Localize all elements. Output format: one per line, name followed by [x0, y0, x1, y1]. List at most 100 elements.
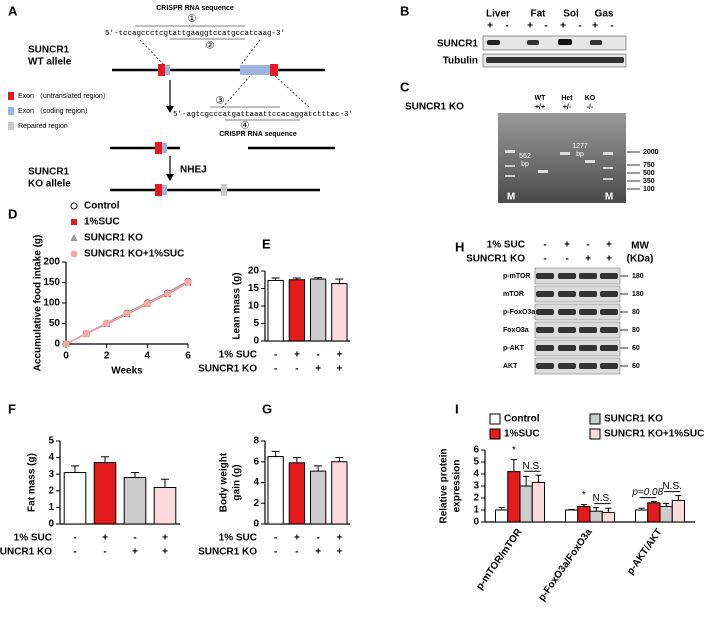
sign: -: [274, 350, 277, 361]
legend-text: SUNCR1 KO: [604, 414, 663, 425]
band: [536, 327, 554, 333]
marker: [184, 278, 192, 286]
band: [536, 291, 554, 297]
band: [600, 327, 618, 333]
legend-swatch: [489, 428, 501, 440]
bar: [93, 462, 117, 525]
sign: +: [336, 364, 342, 375]
y-tick-label: 0: [54, 339, 60, 350]
bar: [565, 509, 579, 523]
y-axis-label: gain (g): [232, 464, 243, 500]
sign: -: [73, 547, 76, 558]
site-number: ②: [206, 41, 215, 52]
bar: [577, 505, 591, 523]
blot-label: AKT: [503, 363, 518, 370]
annotation: N.S.: [593, 493, 612, 504]
band: [558, 273, 576, 279]
annotation: *: [512, 445, 516, 456]
nhej-label: NHEJ: [180, 165, 207, 176]
x-tick-label: 4: [145, 351, 151, 362]
sign: +: [606, 254, 612, 265]
bar: [267, 456, 284, 525]
condition-label: SUNCR1 KO: [466, 254, 525, 265]
annotation: N.S.: [523, 461, 542, 472]
sign: +: [336, 533, 342, 544]
crispr-title: CRISPR RNA sequence: [219, 131, 297, 138]
band: [600, 345, 618, 351]
band: [536, 363, 554, 369]
sign: +: [592, 21, 598, 32]
panel-a: A CRISPR RNA sequence ① 5'-tccagccctcgta…: [8, 3, 353, 196]
sign: +: [606, 240, 612, 251]
sign: -: [295, 547, 298, 558]
legend-text: Exon （untranslated region）: [18, 92, 110, 100]
band: [558, 291, 576, 297]
panel-label: E: [262, 236, 271, 251]
panel-c: C SUNCR1 KO WT +/+ Het +/- KO -/- 562 bp…: [400, 79, 659, 203]
bar: [331, 283, 348, 342]
band-label: bp: [576, 151, 584, 158]
sign: +: [102, 533, 108, 544]
site-number: ①: [188, 14, 197, 25]
panel-label: F: [8, 401, 16, 416]
sign: -: [295, 364, 298, 375]
legend-text: Exon （coding region）: [18, 107, 92, 115]
bar: [309, 278, 327, 342]
condition-label: SUNCR1 KO: [198, 547, 257, 558]
band: [536, 273, 554, 279]
legend-text: SUNCR1 KO+1%SUC: [84, 249, 184, 260]
legend-text: Control: [84, 201, 120, 212]
legend-swatch: [589, 428, 601, 440]
legend-text: 1%SUC: [504, 429, 540, 440]
lane-label: +/-: [563, 104, 572, 111]
x-tick-label: p-AKT/AKT: [625, 527, 665, 577]
marker: [71, 219, 77, 225]
marker: [103, 320, 111, 327]
x-tick-label: 0: [63, 351, 69, 362]
marker: [143, 299, 151, 307]
legend-text: 1%SUC: [84, 217, 120, 228]
band: [579, 363, 597, 369]
bar: [507, 471, 521, 523]
sign: +: [294, 350, 300, 361]
bar: [123, 477, 147, 525]
condition-label: 1% SUC: [219, 350, 257, 361]
y-tick-label: 2: [48, 485, 54, 496]
sign: +: [162, 547, 168, 558]
panel-label: B: [400, 3, 409, 18]
sign: -: [544, 21, 547, 32]
condition-label: 1% SUC: [487, 240, 525, 251]
sign: -: [274, 533, 277, 544]
band: [579, 345, 597, 351]
bar: [589, 510, 603, 523]
y-tick-label: 4: [473, 469, 479, 480]
y-tick-label: 5: [473, 457, 479, 468]
y-tick-label: 6: [473, 445, 479, 456]
allele-label: WT allele: [28, 57, 72, 68]
bar: [153, 486, 177, 525]
bar: [601, 511, 615, 523]
condition-label: 1% SUC: [14, 533, 52, 544]
marker: [70, 250, 78, 258]
y-tick-label: 200: [43, 257, 60, 268]
allele-label: SUNCR1: [28, 45, 70, 56]
marker-size: 2000: [643, 149, 659, 156]
sign: +: [585, 254, 591, 265]
bar: [495, 509, 509, 523]
sign: +: [162, 533, 168, 544]
blot-label: p-mTOR: [503, 273, 530, 280]
bar: [331, 461, 348, 525]
annotation: *: [582, 490, 586, 501]
panel-label: I: [455, 401, 459, 416]
panel-h: H 1% SUC SUNCR1 KO MW (KDa) - + - + - - + + p-mT…: [455, 239, 653, 375]
y-tick-label: 8: [253, 436, 259, 447]
y-tick-label: 10: [248, 301, 260, 312]
lane-label: Het: [561, 95, 573, 102]
y-tick-label: 2: [473, 493, 479, 504]
y-tick-label: 50: [49, 318, 61, 329]
y-tick-label: 0: [48, 519, 54, 530]
x-axis-label: Weeks: [111, 366, 143, 377]
y-axis-label: Body weight: [219, 452, 230, 512]
band: [536, 309, 554, 315]
